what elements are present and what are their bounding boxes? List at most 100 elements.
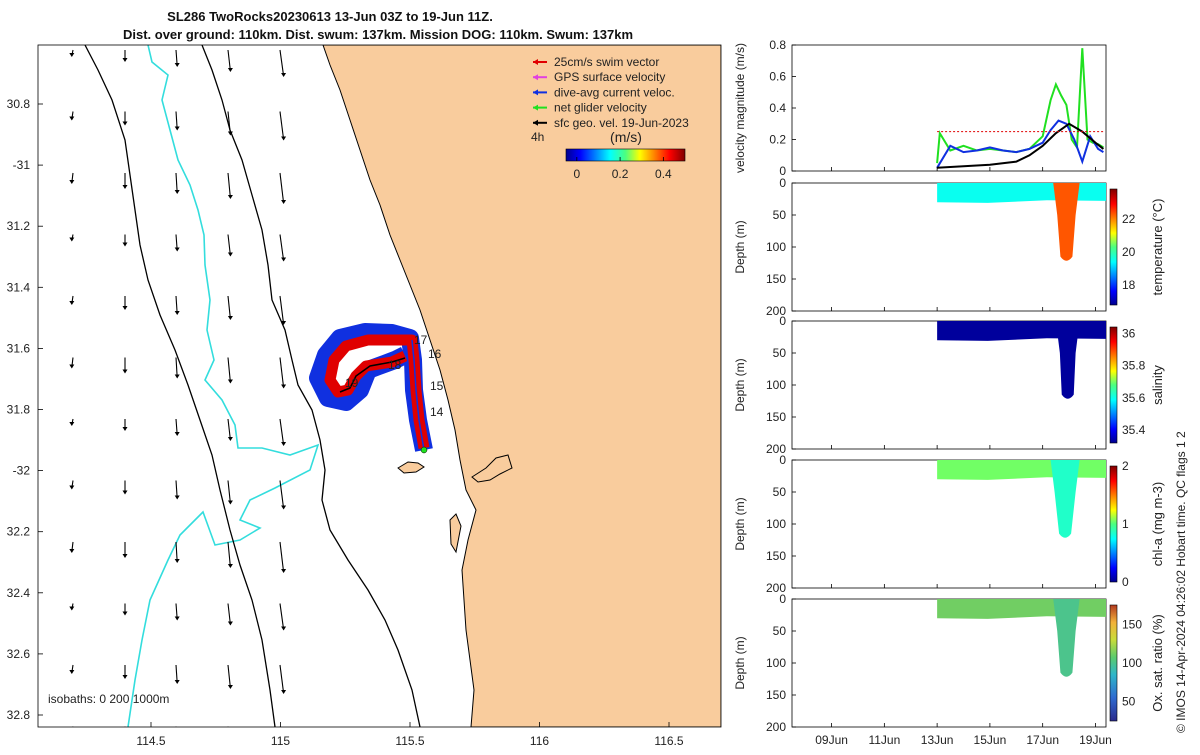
- day-label-18: 18: [388, 358, 402, 372]
- sfc-velocity-arrowhead: [69, 734, 74, 738]
- legend-label: 25cm/s swim vector: [554, 55, 659, 69]
- isobath-0m: [127, 45, 320, 727]
- colorbar-label: chl-a (mg m-3): [1150, 482, 1165, 567]
- sfc-velocity-arrow: [227, 664, 231, 689]
- colorbar-tick-label: 35.4: [1122, 423, 1146, 437]
- colorbar-tick-label: 2: [1122, 459, 1129, 473]
- legend-swatch-head: [533, 104, 538, 111]
- sfc-velocity-arrowhead: [281, 384, 287, 389]
- heatmap-panel-salinity: 0 50 100 150 200 Depth (m) 35.4 35.6 35.8 36 salin…: [733, 314, 1165, 456]
- surface-vel-track: [339, 357, 406, 393]
- sfc-velocity-arrowhead: [123, 739, 128, 743]
- sfc-velocity-arrowhead: [122, 427, 128, 431]
- depth-tick-label: 200: [766, 304, 786, 318]
- peninsula: [471, 454, 513, 483]
- sfc-velocity-arrowhead: [69, 606, 75, 611]
- depth-tick-label: 150: [766, 549, 786, 563]
- sfc-velocity-arrowhead: [122, 675, 128, 679]
- sfc-velocity-arrowhead: [281, 321, 287, 325]
- legend-label: GPS surface velocity: [554, 70, 665, 84]
- depth-tick-label: 200: [766, 442, 786, 456]
- sfc-velocity-arrowhead: [69, 422, 75, 426]
- sfc-velocity-arrowhead: [227, 564, 233, 568]
- sfc-velocity-arrow: [279, 418, 285, 446]
- heatmap-column: [1050, 460, 1080, 538]
- heatmap-column: [1053, 599, 1080, 677]
- depth-ylabel: Depth (m): [733, 358, 747, 411]
- depth-tick-label: 50: [773, 624, 787, 638]
- sfc-velocity-arrow: [279, 357, 285, 388]
- map-frame: [37, 44, 722, 728]
- colorbar-ticks: 0 0.2 0.4: [573, 157, 672, 181]
- sfc-velocity-arrow: [227, 295, 231, 320]
- sfc-velocity-arrow: [227, 357, 231, 383]
- sfc-velocity-arrowhead: [174, 247, 180, 252]
- lat-tick-label: -32: [13, 464, 31, 478]
- sfc-velocity-arrowhead: [281, 505, 287, 510]
- legend-label: sfc geo. vel. 19-Jun-2023: [554, 116, 689, 130]
- isobath-200m: [201, 45, 421, 727]
- depth-tick-label: 200: [766, 720, 786, 734]
- legend-swatch-head: [533, 119, 538, 126]
- colorbar-tick-label: 1: [1122, 517, 1129, 531]
- sfc-velocity-arrow: [175, 726, 177, 727]
- sfc-velocity-arrowhead: [69, 485, 75, 490]
- heatmap-colorbar: [1109, 188, 1118, 306]
- velocity-ytick-label: 0.6: [769, 70, 786, 84]
- heatmap-panel-chl-a: 0 50 100 150 200 Depth (m) 0 1 2 chl-a (mg m-3): [733, 453, 1165, 595]
- colorbar-label: temperature (°C): [1150, 199, 1165, 296]
- colorbar-tick-label: 0.4: [655, 167, 672, 181]
- sfc-velocity-arrowhead: [227, 131, 233, 136]
- sfc-velocity-arrowhead: [174, 616, 180, 621]
- sfc-velocity-arrowhead: [281, 442, 287, 446]
- time-tick-label: 19Jun: [1079, 733, 1112, 747]
- time-tick-label: 11Jun: [868, 733, 900, 747]
- velocity-ytick-label: 0.4: [769, 101, 786, 115]
- sfc-velocity-arrow: [227, 541, 231, 568]
- sfc-velocity-arrowhead: [174, 311, 180, 315]
- sfc-velocity-arrow: [227, 172, 231, 199]
- sfc-velocity-arrowhead: [174, 63, 180, 67]
- sfc-velocity-arrow: [279, 541, 285, 573]
- sfc-velocity-arrowhead: [175, 744, 180, 748]
- heatmap-axes: [791, 320, 1107, 450]
- sfc-velocity-arrowhead: [227, 685, 233, 689]
- lat-tick-label: 31.4: [7, 280, 31, 294]
- velocity-axes: [791, 44, 1107, 172]
- sfc-velocity-arrow: [279, 603, 285, 630]
- legend-swatch-head: [533, 59, 538, 65]
- sfc-velocity-arrowhead: [122, 611, 128, 616]
- heatmap-axes: [791, 182, 1107, 312]
- colorbar-tick-label: 100: [1122, 656, 1142, 670]
- sfc-velocity-arrowhead: [69, 180, 75, 184]
- sfc-velocity-arrow: [279, 664, 285, 694]
- sfc-velocity-arrowhead: [281, 257, 287, 262]
- small-island: [449, 513, 462, 554]
- sfc-velocity-arrow: [279, 295, 285, 325]
- lat-tick-label: 32.2: [7, 525, 31, 539]
- sfc-velocity-arrowhead: [281, 200, 287, 204]
- lon-tick-label: 116.5: [654, 734, 683, 748]
- sfc-velocity-arrow: [227, 111, 231, 135]
- colorbar-tick-label: 150: [1122, 617, 1142, 631]
- colorbar-tick-label: 35.6: [1122, 391, 1146, 405]
- velocity-ytick-label: 0: [779, 164, 786, 178]
- colorbar-tick-label: 35.8: [1122, 359, 1146, 373]
- sfc-velocity-arrowhead: [69, 670, 75, 674]
- latitude-ticks: 30.8 -31 31.2 31.4 31.6 31.8 -32 32.2 32.4 32.6 32…: [7, 97, 43, 722]
- heatmap-slab: [937, 460, 1106, 480]
- colorbar-tick-label: 36: [1122, 326, 1136, 340]
- time-tick-label: 17Jun: [1026, 733, 1059, 747]
- legend-swatch-head: [533, 89, 538, 96]
- island: [397, 461, 425, 474]
- heatmap-axes: [791, 598, 1107, 728]
- lat-tick-label: 30.8: [7, 97, 31, 111]
- sfc-velocity-arrowhead: [69, 53, 75, 57]
- sfc-velocity-arrowhead: [174, 495, 180, 500]
- sfc-velocity-arrow: [279, 172, 285, 204]
- depth-tick-label: 50: [773, 346, 787, 360]
- lat-tick-label: -31: [13, 158, 31, 172]
- sfc-velocity-arrow: [279, 49, 285, 77]
- sfc-velocity-arrowhead: [122, 185, 128, 189]
